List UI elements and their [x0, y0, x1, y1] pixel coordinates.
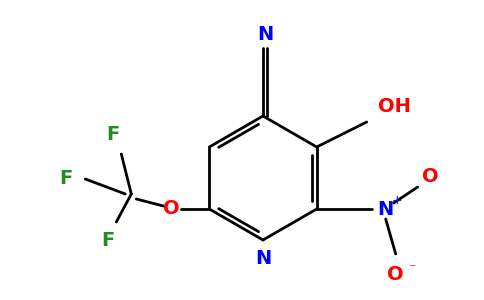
Text: F: F — [102, 230, 115, 250]
Text: N: N — [378, 200, 394, 218]
Text: F: F — [60, 169, 73, 188]
Text: O: O — [163, 200, 180, 218]
Text: O: O — [423, 167, 439, 185]
Text: O: O — [387, 265, 404, 284]
Text: N: N — [255, 248, 271, 268]
Text: F: F — [106, 124, 120, 143]
Text: +: + — [392, 194, 402, 206]
Text: OH: OH — [378, 97, 411, 116]
Text: ⁻: ⁻ — [408, 262, 415, 276]
Text: N: N — [257, 25, 273, 44]
